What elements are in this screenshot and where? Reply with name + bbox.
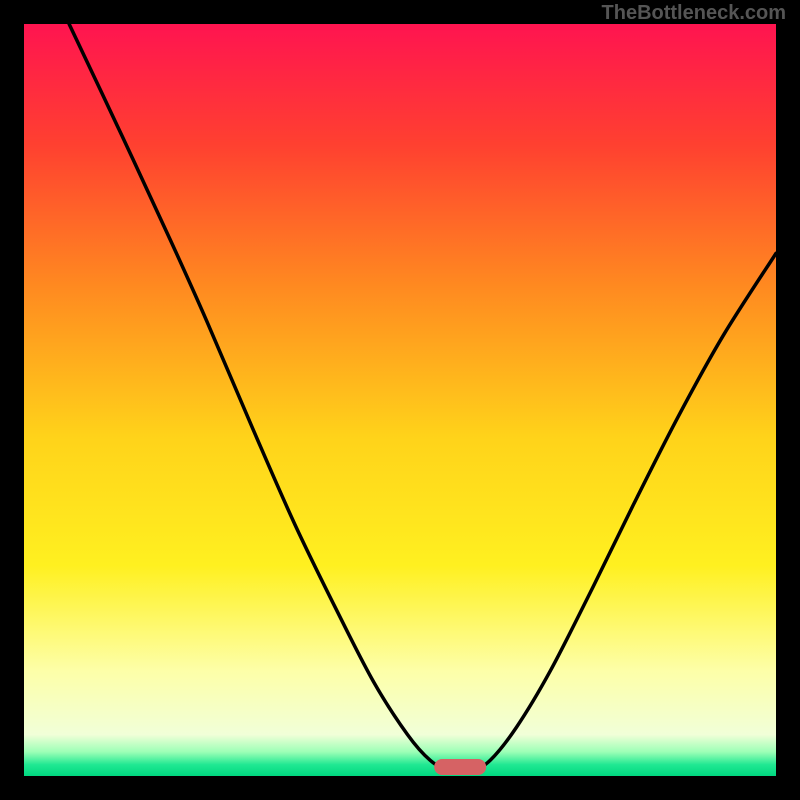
optimal-marker <box>434 759 486 775</box>
watermark-text: TheBottleneck.com <box>602 2 786 25</box>
chart-background <box>24 24 776 776</box>
chart-outer: TheBottleneck.com <box>0 0 800 800</box>
chart-svg <box>24 24 776 776</box>
chart-plot-area <box>24 24 776 776</box>
